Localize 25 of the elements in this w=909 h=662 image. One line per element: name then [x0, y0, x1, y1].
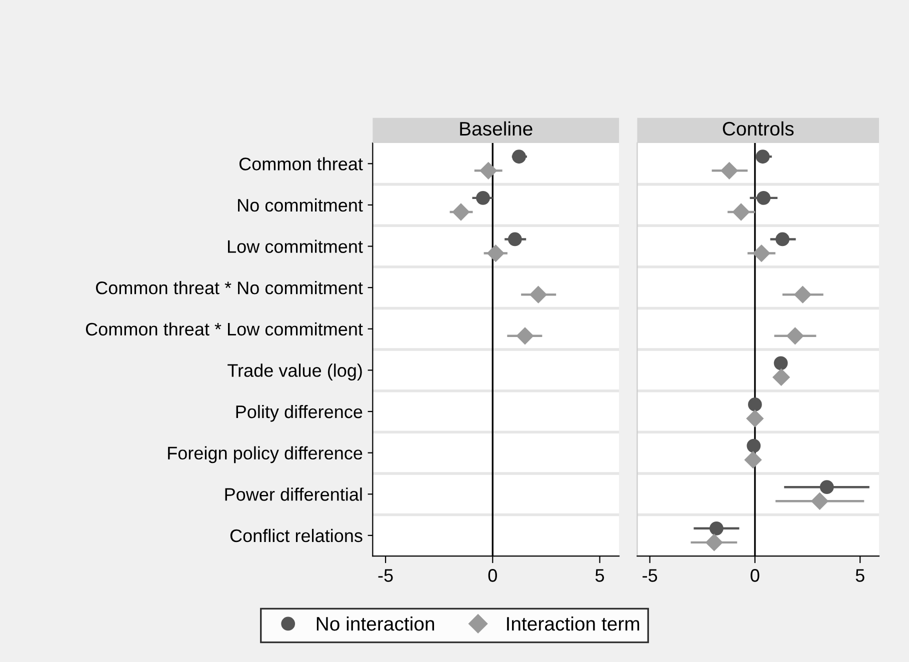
chart-title: Baseline [460, 121, 532, 136]
point [530, 286, 547, 304]
y-tick-label: Power differential [225, 488, 362, 501]
point [452, 203, 470, 221]
point [487, 244, 504, 262]
x-tick-label: -5 [378, 569, 393, 582]
y-tick-label: Common threat * Low commitment [86, 322, 363, 336]
x-tick-label: 5 [595, 569, 604, 582]
point [516, 327, 534, 344]
y-tick-label: No commitment [238, 198, 363, 212]
y-tick-label: Common threat * No commitment [96, 281, 363, 294]
y-tick-label: Trade value (log) [228, 364, 362, 380]
y-tick-label: Foreign policy difference [168, 446, 362, 464]
x-tick-label: 0 [750, 569, 760, 582]
x-tick-label: 0 [488, 569, 497, 582]
legend-label: No interaction [316, 616, 434, 631]
point [480, 162, 497, 180]
x-tick-label: -5 [642, 569, 658, 582]
chart-title: Controls [722, 121, 794, 136]
y-tick-label: Polity difference [236, 404, 362, 422]
legend-label: Interaction term [507, 616, 640, 631]
y-tick-label: Conflict relations [230, 528, 362, 542]
y-tick-label: Low commitment [228, 240, 363, 253]
x-tick-label: 5 [856, 569, 864, 582]
y-tick-label: Common threat [239, 157, 363, 170]
